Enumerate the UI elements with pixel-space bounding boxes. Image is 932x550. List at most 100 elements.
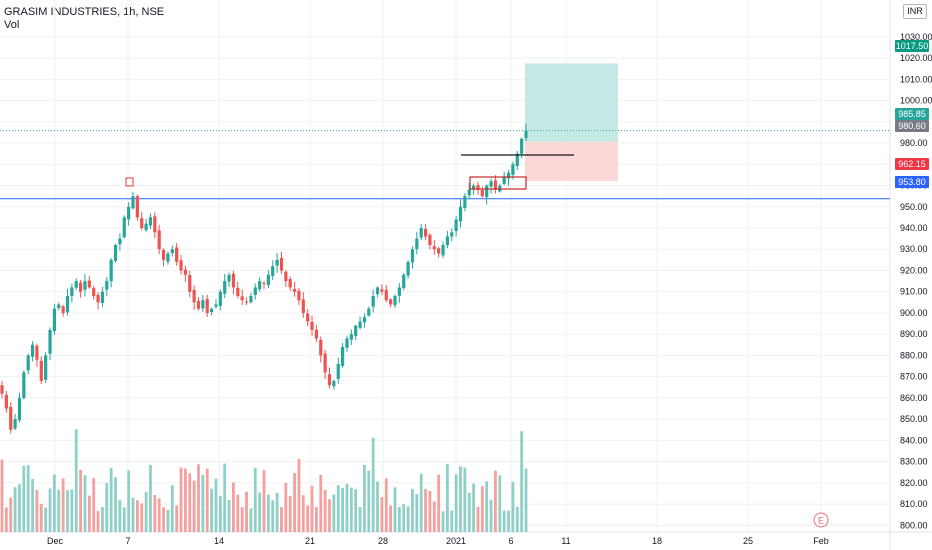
candle-body bbox=[179, 260, 183, 271]
candle bbox=[26, 353, 30, 375]
drawings[interactable] bbox=[125, 154, 574, 190]
price-axis[interactable]: 800.00 810.00 820.00 830.00 840.00 850.00 860.… bbox=[900, 32, 932, 531]
volume-bars bbox=[0, 429, 528, 532]
price-tag-label: 985.85 bbox=[898, 109, 926, 119]
candle-body bbox=[196, 300, 201, 309]
volume-bar bbox=[371, 437, 375, 532]
earnings-marker[interactable]: E bbox=[813, 512, 829, 528]
price-tag-bg bbox=[895, 108, 929, 120]
price-tick-label: 890.00 bbox=[900, 329, 928, 339]
candle bbox=[498, 183, 502, 193]
candle bbox=[463, 193, 467, 212]
volume-bar bbox=[306, 505, 310, 532]
candle bbox=[306, 309, 310, 327]
currency-badge[interactable]: INR bbox=[903, 4, 927, 19]
candle-body bbox=[92, 288, 96, 296]
candle-body bbox=[354, 325, 358, 336]
volume-bar bbox=[297, 458, 301, 532]
price-tick-label: 1030.00 bbox=[900, 32, 932, 42]
target-zone bbox=[525, 63, 618, 142]
volume-bar bbox=[515, 506, 519, 532]
candle bbox=[284, 269, 288, 287]
price-tick-label: 850.00 bbox=[900, 414, 928, 424]
time-axis[interactable]: Dec 7 14 21 28 2021 6 11 18 25 Feb bbox=[47, 536, 829, 546]
candle bbox=[375, 286, 380, 298]
candle-body bbox=[520, 138, 524, 154]
volume-bar bbox=[450, 510, 454, 532]
candle-body bbox=[175, 247, 179, 262]
candle bbox=[70, 283, 74, 303]
candle bbox=[253, 283, 257, 300]
candle-body bbox=[140, 218, 144, 228]
candle bbox=[161, 248, 166, 267]
candle bbox=[74, 278, 78, 291]
volume-bar bbox=[354, 489, 358, 532]
candle-body bbox=[100, 291, 105, 303]
volume-bar bbox=[393, 487, 397, 532]
candle-body bbox=[397, 287, 401, 296]
volume-bar bbox=[18, 484, 21, 532]
candle-body bbox=[148, 217, 153, 226]
candle-body bbox=[371, 295, 375, 307]
candle bbox=[236, 281, 240, 299]
volume-bar bbox=[240, 507, 244, 532]
volume-bar bbox=[9, 497, 13, 532]
candle-body bbox=[524, 130, 528, 138]
price-tick-label: 880.00 bbox=[900, 350, 928, 360]
volume-bar bbox=[35, 489, 39, 532]
volume-bar bbox=[288, 495, 292, 532]
candle-body bbox=[415, 238, 419, 250]
chart-legend: GRASIM INDUSTRIES, 1h, NSE Vol bbox=[4, 6, 164, 32]
price-tag-label: 980.60 bbox=[898, 121, 926, 131]
volume-bar bbox=[236, 494, 240, 532]
candle bbox=[397, 283, 401, 303]
time-tick-label: 11 bbox=[561, 536, 570, 546]
candle-body bbox=[223, 281, 227, 294]
volume-bar bbox=[48, 488, 52, 532]
candle bbox=[52, 303, 56, 335]
volume-indicator-label[interactable]: Vol bbox=[4, 19, 20, 31]
candle bbox=[410, 246, 415, 269]
candle bbox=[266, 270, 270, 289]
volume-bar bbox=[363, 464, 366, 532]
candle bbox=[148, 213, 153, 230]
volume-bar bbox=[149, 464, 152, 532]
volume-bar bbox=[424, 489, 427, 532]
candle-body bbox=[205, 299, 209, 313]
candle bbox=[13, 413, 17, 431]
volume-bar bbox=[402, 504, 406, 532]
candle-body bbox=[249, 295, 253, 303]
volume-bar bbox=[26, 465, 30, 532]
candle-body bbox=[314, 329, 318, 339]
candle bbox=[100, 286, 105, 307]
symbol-title[interactable]: GRASIM INDUSTRIES, 1h, NSE bbox=[4, 6, 165, 18]
volume-bar bbox=[315, 507, 318, 532]
horizontal-lines[interactable] bbox=[0, 130, 890, 200]
risk-reward-tool[interactable] bbox=[525, 63, 618, 181]
candle bbox=[458, 199, 463, 228]
candle-body bbox=[61, 306, 65, 313]
candle bbox=[240, 289, 244, 305]
candle bbox=[445, 230, 449, 249]
price-tick-label: 810.00 bbox=[900, 499, 928, 509]
volume-bar bbox=[507, 510, 510, 532]
candle-body bbox=[480, 189, 484, 197]
candle-body bbox=[489, 181, 493, 187]
volume-bar bbox=[459, 466, 462, 532]
candle-body bbox=[153, 216, 157, 233]
candle bbox=[450, 228, 454, 242]
time-tick-label: 6 bbox=[508, 536, 513, 546]
volume-bar bbox=[428, 491, 432, 532]
time-tick-label: 7 bbox=[125, 536, 130, 546]
volume-bar bbox=[175, 505, 179, 532]
candle bbox=[275, 253, 279, 273]
volume-bar bbox=[170, 485, 174, 532]
candle bbox=[118, 233, 122, 251]
candle bbox=[467, 183, 471, 200]
candle-body bbox=[122, 217, 126, 238]
candle bbox=[231, 270, 236, 295]
candle-body bbox=[262, 283, 266, 285]
candles bbox=[0, 123, 528, 434]
volume-bar bbox=[53, 474, 56, 532]
